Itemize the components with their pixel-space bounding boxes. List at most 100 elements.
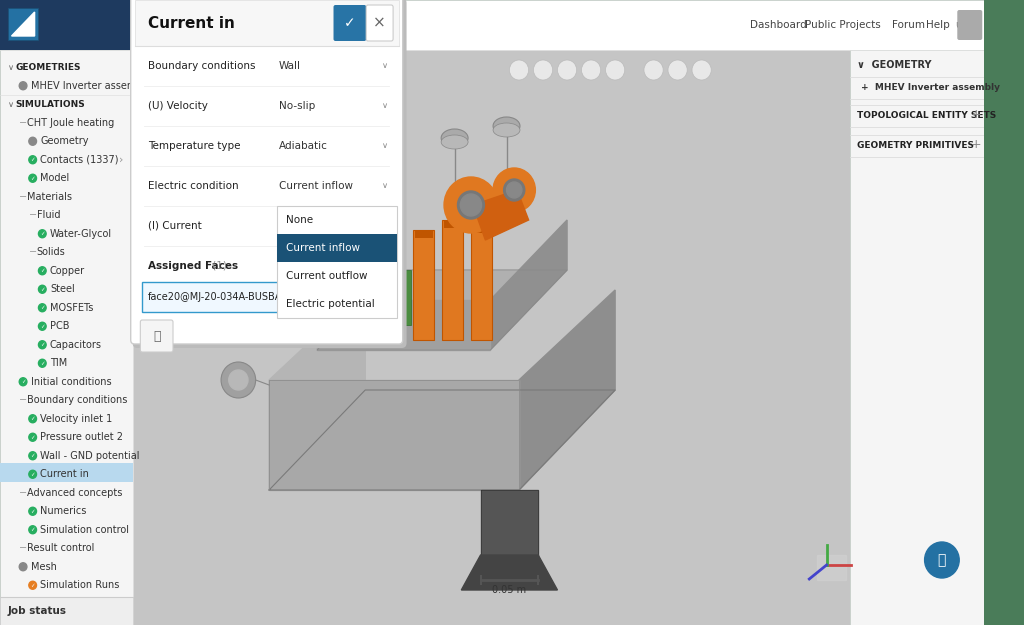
Circle shape [228,370,248,390]
Circle shape [19,562,27,571]
Circle shape [692,60,712,80]
Text: ✓: ✓ [31,453,35,458]
Text: −: − [19,118,28,127]
Text: Wall: Wall [279,61,301,71]
Text: Advanced concepts: Advanced concepts [27,488,122,498]
Text: +: + [971,109,981,121]
Text: ∨  GEOMETRY: ∨ GEOMETRY [857,60,932,70]
Bar [415,230,432,238]
Text: Current in: Current in [40,469,89,479]
FancyBboxPatch shape [133,0,407,348]
Text: −: − [19,488,28,498]
Bar [471,225,493,340]
Text: Public Projects: Public Projects [805,20,881,30]
Text: −: − [29,210,37,220]
Circle shape [509,60,528,80]
Text: ∨: ∨ [8,62,13,72]
Circle shape [39,230,46,238]
Text: Job status: Job status [8,606,67,616]
Text: Copper: Copper [50,266,85,276]
Text: MHEV Inverter assembly: MHEV Inverter assembly [31,81,151,91]
Polygon shape [490,220,567,350]
Circle shape [534,60,553,80]
Text: Electric potential: Electric potential [287,299,375,309]
FancyBboxPatch shape [131,0,402,344]
Text: Solids: Solids [37,248,66,258]
Text: ×: × [374,16,386,31]
Text: GEOMETRY PRIMITIVES: GEOMETRY PRIMITIVES [857,141,974,149]
Text: ∨: ∨ [382,181,388,191]
Bar [0,597,133,625]
Text: MOSFETs: MOSFETs [50,302,93,312]
Bar [276,206,397,318]
Circle shape [557,60,577,80]
Text: Initial conditions: Initial conditions [31,377,112,387]
Bar [0,0,133,50]
FancyBboxPatch shape [957,10,982,40]
Circle shape [29,174,37,182]
Text: Dashboard: Dashboard [750,20,807,30]
Text: (1): (1) [209,261,226,271]
Text: ✓: ✓ [31,528,35,532]
Text: (I) Current: (I) Current [148,221,202,231]
Text: MHEV Inverter - Joule heatin: MHEV Inverter - Joule heatin [140,20,317,30]
Text: Current inflow: Current inflow [287,243,360,253]
Bar [442,220,463,340]
Text: ›: › [119,155,124,165]
Text: ✓: ✓ [40,361,45,366]
Bar [0,50,133,625]
Text: Pressure outlet 2: Pressure outlet 2 [40,432,123,442]
Circle shape [29,156,37,164]
Text: Velocity inlet 1: Velocity inlet 1 [40,414,113,424]
Text: Boundary conditions: Boundary conditions [27,395,127,405]
Bar [134,0,399,46]
Bar [399,270,412,325]
Circle shape [29,581,37,589]
Circle shape [221,362,256,398]
Text: face20@MJ-20-034A-BUSBAR_POSITIVE: face20@MJ-20-034A-BUSBAR_POSITIVE [148,291,338,302]
Circle shape [644,60,664,80]
Bar [414,230,434,340]
Text: CHT Joule heating: CHT Joule heating [27,118,114,127]
Text: −: − [19,395,28,405]
Bar [473,225,490,233]
Text: SIMULATIONS: SIMULATIONS [15,100,85,109]
Circle shape [39,267,46,275]
Polygon shape [269,390,615,490]
Text: ✓: ✓ [40,231,45,236]
Text: ∨: ∨ [382,101,388,111]
Text: Forum: Forum [892,20,925,30]
Circle shape [668,60,687,80]
Circle shape [39,322,46,330]
Text: Wall - GND potential: Wall - GND potential [40,451,140,461]
Bar [133,50,850,625]
Circle shape [507,182,522,198]
Text: Model: Model [40,173,70,183]
Circle shape [29,526,37,534]
Text: ✓: ✓ [31,435,35,440]
Circle shape [39,304,46,312]
Circle shape [29,415,37,422]
Bar [444,220,462,228]
Text: ✓: ✓ [40,324,45,329]
Text: ✓: ✓ [31,582,35,587]
Circle shape [29,433,37,441]
Text: Boundary conditions: Boundary conditions [148,61,256,71]
Text: Current in: Current in [148,16,234,31]
Text: Contacts (1337): Contacts (1337) [40,155,119,165]
Circle shape [461,194,481,216]
Text: Fluid: Fluid [37,210,60,220]
FancyBboxPatch shape [367,5,393,41]
Text: ✓: ✓ [31,472,35,477]
Bar [8,8,39,40]
Polygon shape [480,490,539,570]
Text: Water-Glycol: Water-Glycol [50,229,112,239]
Polygon shape [317,270,567,350]
Bar [276,234,397,262]
Text: ✓: ✓ [20,379,26,384]
Text: (U) Velocity: (U) Velocity [148,101,208,111]
Polygon shape [473,190,528,240]
Text: Assigned Faces: Assigned Faces [148,261,239,271]
Text: Electric condition: Electric condition [148,181,239,191]
Polygon shape [317,300,490,350]
